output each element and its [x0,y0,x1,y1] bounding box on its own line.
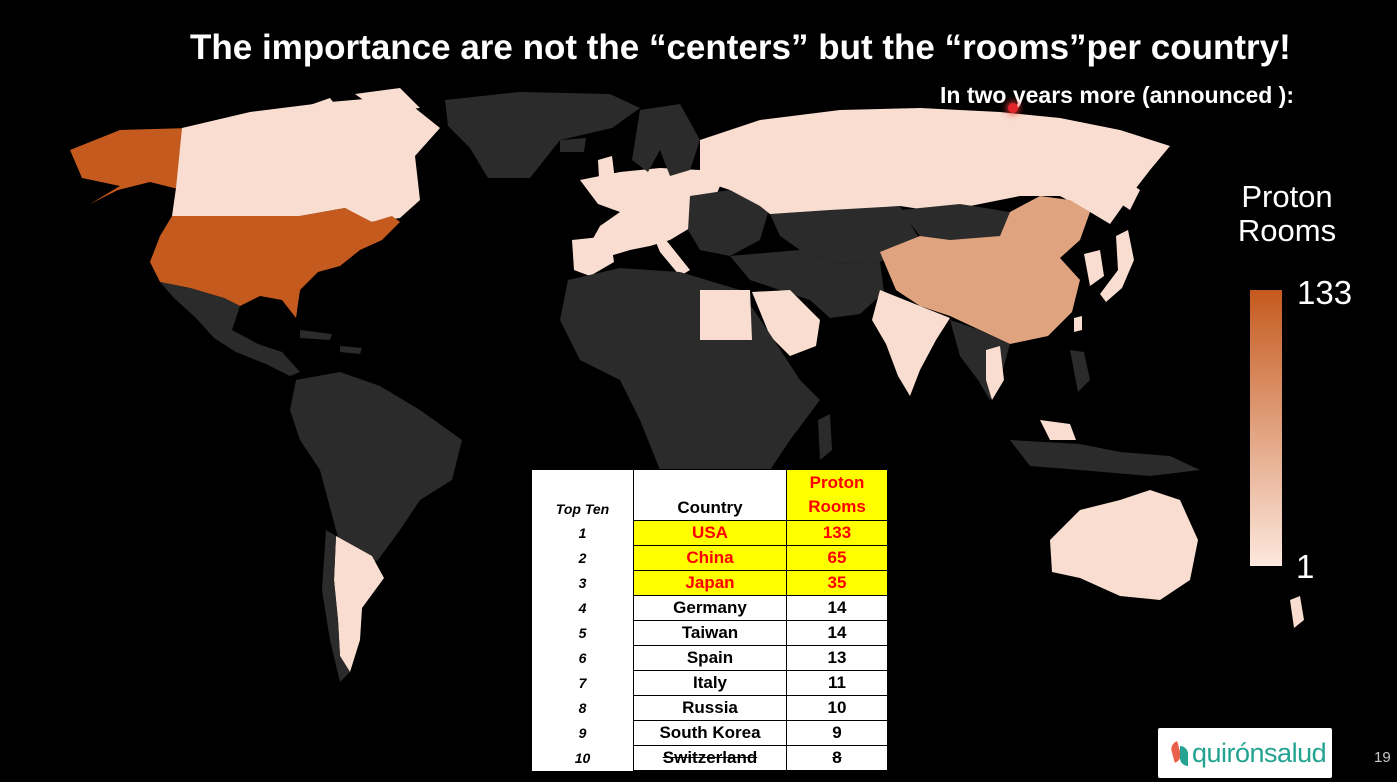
mongolia [900,204,1010,240]
country-cell: Taiwan [633,620,787,646]
rank-cell: 6 [531,645,634,671]
madagascar [818,414,832,460]
europe [580,168,720,256]
south-america [290,372,462,576]
rooms-cell: 11 [786,670,888,696]
korea [1084,250,1104,286]
page-number: 19 [1374,749,1391,766]
leaf-icon [1169,738,1192,768]
header-rooms-line1: Proton [809,473,865,492]
country-cell: Germany [633,595,787,621]
legend-color-bar [1250,290,1282,566]
rooms-text: 8 [832,748,842,767]
uk [598,156,616,196]
legend-max-label: 133 [1297,274,1353,311]
country-cell: South Korea [633,720,787,746]
legend-min-label: 1 [1296,548,1315,585]
country-cell: Japan [633,570,787,596]
rank-cell: 8 [531,695,634,721]
mexico [160,282,300,376]
japan [1100,230,1134,302]
india [872,290,950,396]
indonesia [1010,440,1200,476]
canada [172,96,440,222]
country-cell: Spain [633,645,787,671]
rank-cell: 5 [531,620,634,646]
table-row: 4 Germany 14 [531,595,888,621]
scandinavia [632,104,700,176]
quironsalud-logo: quirónsalud [1158,728,1332,778]
rank-cell: 2 [531,545,634,571]
taiwan [1074,316,1082,332]
rooms-cell: 35 [786,570,888,596]
rank-cell: 3 [531,570,634,596]
table-row: 7 Italy 11 [531,670,888,696]
legend-title: Proton Rooms [1222,180,1352,248]
malaysia [1040,420,1076,440]
table-row: 5 Taiwan 14 [531,620,888,646]
header-proton-rooms: Proton Rooms [786,469,888,521]
philippines [1070,350,1090,392]
thailand [986,346,1004,400]
top-ten-table: Top Ten Country Proton Rooms 1 USA 133 2… [531,469,888,771]
legend-title-line2: Rooms [1237,213,1337,248]
central-asia [770,206,920,264]
rooms-cell: 14 [786,620,888,646]
rooms-cell: 9 [786,720,888,746]
header-country: Country [633,469,787,521]
rank-cell: 7 [531,670,634,696]
table-row: 2 China 65 [531,545,888,571]
rooms-cell: 133 [786,520,888,546]
table-row: 8 Russia 10 [531,695,888,721]
usa [150,208,400,318]
chile [322,530,350,682]
italy [650,228,690,276]
slide-title: The importance are not the “centers” but… [190,28,1291,67]
middle-east [730,250,884,318]
country-cell: Italy [633,670,787,696]
rooms-cell: 65 [786,545,888,571]
saudi-arabia [752,290,820,356]
table-row: 9 South Korea 9 [531,720,888,746]
rank-cell: 4 [531,595,634,621]
slide-subtitle: In two years more (announced ): [940,82,1294,108]
argentina [334,536,384,672]
country-cell: China [633,545,787,571]
kamchatka [1110,170,1140,210]
russia [700,108,1170,224]
eastern-europe [688,190,770,256]
rank-cell: 9 [531,720,634,746]
table-row: 1 USA 133 [531,520,888,546]
rooms-cell: 10 [786,695,888,721]
rank-cell: 10 [531,745,634,771]
country-text: Switzerland [662,748,758,767]
arctic-islands [290,88,420,130]
australia [1050,490,1198,600]
header-top-ten: Top Ten [531,469,634,521]
table-row: 6 Spain 13 [531,645,888,671]
laser-pointer-dot [1008,103,1018,113]
header-rooms-line2: Rooms [808,497,866,516]
table-row: 10 Switzerland 8 [531,745,888,771]
rooms-cell: 8 [786,745,888,771]
egypt [700,290,752,340]
table-row: 3 Japan 35 [531,570,888,596]
country-cell: Switzerland [633,745,787,771]
new-zealand [1290,596,1304,628]
caribbean [300,330,362,354]
logo-text: quirónsalud [1192,737,1327,768]
rank-cell: 1 [531,520,634,546]
alaska [70,128,190,204]
country-cell: USA [633,520,787,546]
rooms-cell: 14 [786,595,888,621]
rooms-cell: 13 [786,645,888,671]
africa [560,268,820,470]
china [880,196,1090,344]
country-cell: Russia [633,695,787,721]
iberia [572,236,614,276]
iceland [560,138,586,152]
greenland [445,92,640,178]
legend-title-line1: Proton [1241,179,1333,214]
